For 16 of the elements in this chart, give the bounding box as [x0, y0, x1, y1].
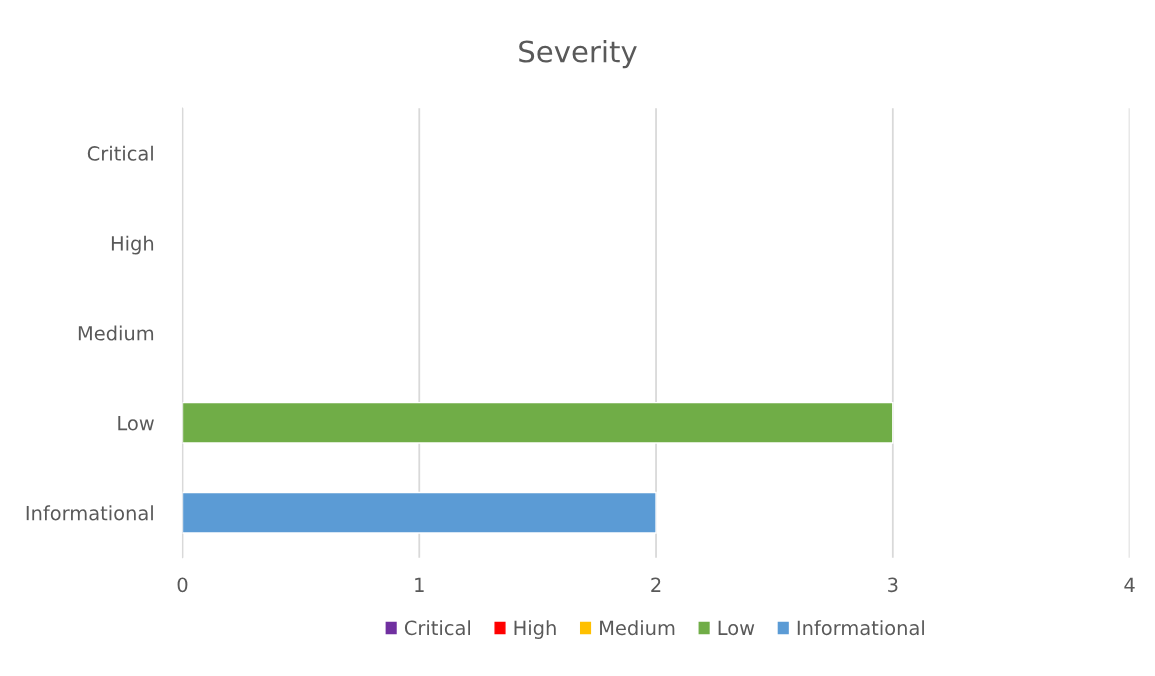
- y-tick-label: Informational: [26, 505, 153, 521]
- y-tick-label: Critical: [87, 145, 153, 161]
- x-tick-label: 3: [888, 577, 898, 593]
- y-tick-label: Low: [118, 416, 154, 431]
- y-tick-label: High: [111, 235, 154, 255]
- legend-label: Informational: [797, 620, 924, 636]
- x-tick-label: 1: [415, 577, 424, 592]
- x-tick-label: 4: [1124, 577, 1135, 592]
- x-tick-label: 0: [177, 577, 188, 593]
- legend-label: Medium: [600, 620, 675, 636]
- legend-label: Critical: [404, 620, 470, 636]
- chart-title: Severity: [519, 39, 637, 69]
- x-tick-label: 2: [651, 577, 661, 592]
- legend-label: High: [514, 620, 556, 639]
- legend-label: Low: [718, 620, 755, 636]
- y-tick-label: Medium: [78, 325, 154, 341]
